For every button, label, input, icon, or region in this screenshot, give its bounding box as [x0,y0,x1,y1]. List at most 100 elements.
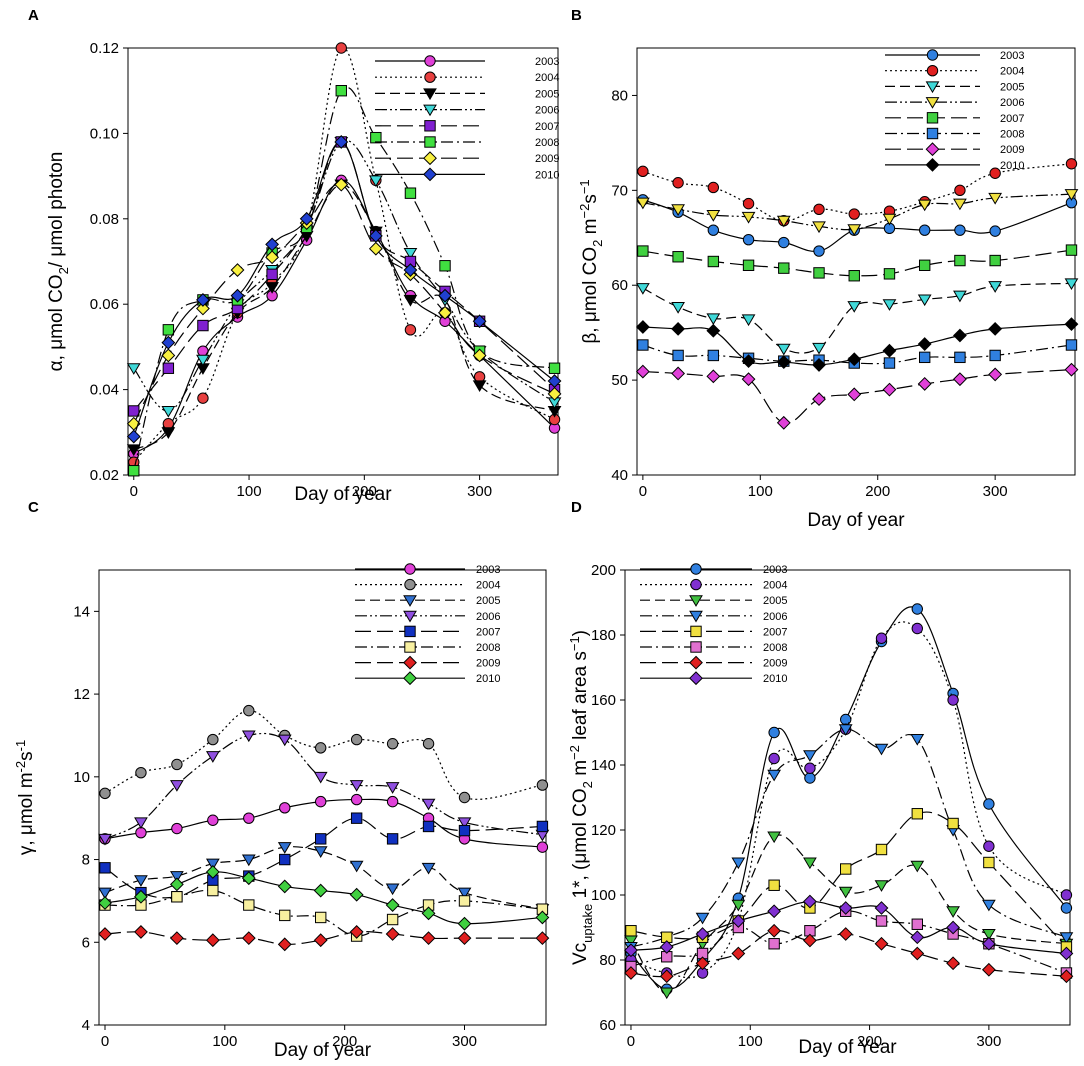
legend-label: 2007 [476,626,500,638]
x-tick-label: 0 [101,1033,109,1050]
data-point [637,339,649,351]
data-point [848,270,860,282]
data-point [169,931,184,946]
data-point [883,268,896,280]
data-point [946,906,960,918]
x-tick-label: 300 [983,483,1008,500]
data-point [438,288,452,303]
y-tick-label: 140 [591,757,616,774]
legend-marker [423,167,437,182]
x-axis-label: Day of year [274,1040,372,1061]
data-point [910,946,925,961]
legend-marker [423,151,437,166]
x-tick-label: 200 [352,483,377,500]
data-point [953,372,967,387]
data-point [768,726,780,739]
x-tick-label: 100 [738,1033,763,1050]
data-point [635,364,650,379]
x-tick-label: 0 [639,483,647,500]
legend-label: 2003 [1000,50,1024,62]
data-point [243,704,255,717]
panel-letter-c: C [28,499,39,516]
data-point [911,622,923,635]
data-point [279,802,291,814]
legend-label: 2003 [535,56,559,68]
legend-marker [404,641,416,653]
data-point [98,927,112,941]
data-point [847,224,862,236]
legend-entry: 2009 [640,655,787,670]
plot-frame [624,569,1071,1026]
x-tick-label: 100 [748,483,773,500]
data-point [983,798,995,810]
legend-marker [690,578,702,591]
legend-entry: 2008 [375,136,559,149]
series-2010 [635,317,1079,372]
legend-label: 2009 [476,658,500,670]
legend-label: 2010 [763,673,787,685]
data-point [910,860,925,873]
data-point [421,931,436,946]
data-point [370,131,382,144]
data-point [847,352,862,367]
data-point [98,896,112,910]
data-point [472,380,487,393]
legend-entry: 2006 [375,104,559,117]
data-point [917,199,932,212]
data-point [134,925,148,939]
legend-marker [689,655,703,670]
legend-label: 2005 [476,595,500,607]
legend-entry: 2004 [885,65,1024,78]
data-point [812,358,826,372]
x-tick-label: 200 [865,483,890,500]
data-point [196,301,210,316]
data-point [98,887,112,900]
x-tick-label: 300 [452,1033,477,1050]
legend-marker [403,610,417,623]
data-point [910,930,925,945]
series-2008 [637,339,1078,369]
series-2009 [126,177,562,431]
data-point [953,290,967,303]
data-point [635,320,650,334]
legend-label: 2007 [1000,113,1024,125]
legend-label: 2007 [535,121,559,133]
series-2008 [625,905,1073,979]
data-point [706,369,721,384]
data-point [277,842,292,854]
data-point [241,931,256,946]
legend-marker [424,120,436,132]
series-2005 [126,179,562,457]
legend-marker [423,104,437,117]
series-line [104,846,543,910]
data-point [368,175,383,188]
data-point [1060,902,1073,914]
data-point [813,267,825,279]
data-point [458,895,471,907]
series-2006 [635,189,1079,236]
data-point [266,268,278,281]
legend-entry: 2010 [375,167,559,182]
legend-label: 2006 [763,611,787,623]
data-point [403,247,418,260]
data-point [671,204,685,216]
series-2009 [98,925,550,952]
data-point [706,313,721,326]
series-2007 [637,244,1078,282]
y-tick-label: 60 [599,1017,616,1034]
legend-label: 2004 [476,580,500,592]
legend-label: 2003 [763,564,787,576]
legend-entry: 2004 [375,71,559,84]
data-point [99,787,111,800]
data-point [126,363,141,375]
data-point [917,337,932,351]
legend-marker [925,97,940,109]
data-point [196,293,210,307]
data-point [350,812,363,824]
data-point [277,937,292,952]
y-tick-label: 0.04 [90,382,119,399]
data-point [205,933,220,948]
y-tick-label: 0.12 [90,40,119,57]
series-line [104,817,543,899]
